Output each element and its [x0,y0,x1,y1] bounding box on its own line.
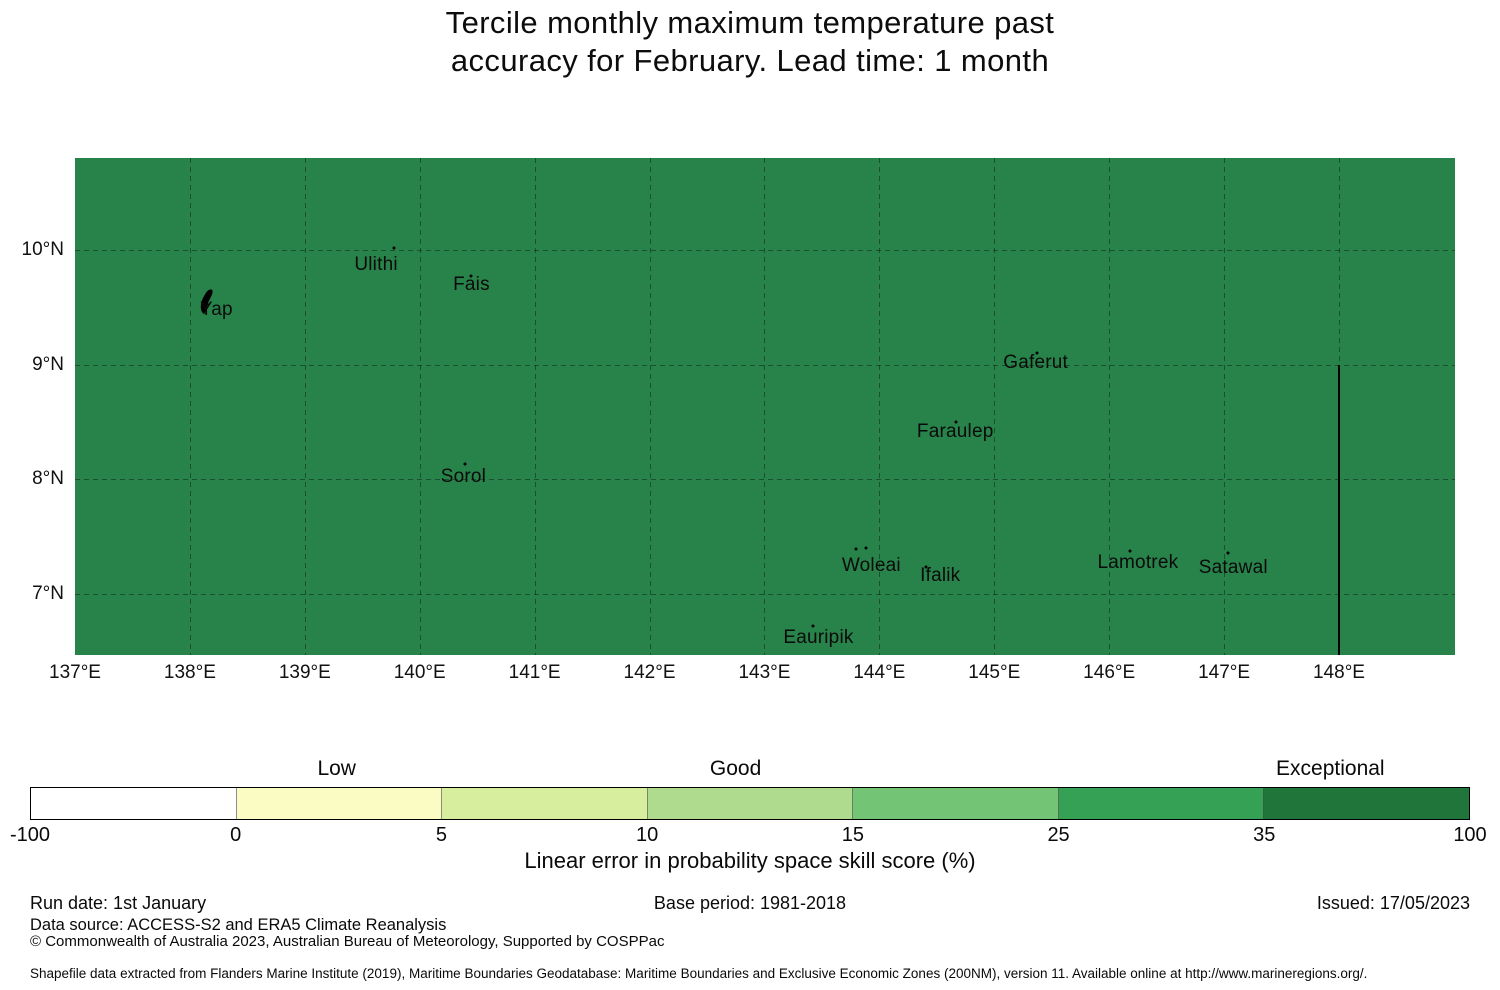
island-dot [1035,351,1039,355]
island-label: Gaferut [1003,352,1069,374]
island-dot [1128,549,1132,553]
x-tick-label: 148°E [1312,662,1365,683]
island-label: Yap [199,298,233,320]
colorbar-tick-label: 100 [1453,824,1487,846]
gridline-meridian [189,158,191,655]
colorbar-class-label: Good [709,757,762,780]
x-tick-label: 138°E [163,662,216,683]
copyright-text: © Commonwealth of Australia 2023, Austra… [30,933,665,950]
x-tick-label: 144°E [853,662,906,683]
figure-title-line1: Tercile monthly maximum temperature past [445,5,1055,40]
island-dot [1226,551,1230,555]
x-tick-label: 142°E [623,662,676,683]
gridline-parallel [75,250,1455,251]
gridline-meridian [304,158,306,655]
shapefile-note-text: Shapefile data extracted from Flanders M… [30,966,1368,981]
island-dot [463,462,467,466]
gridline-parallel [75,479,1455,480]
colorbar-segment [236,788,443,819]
island-dot [864,546,868,550]
colorbar-segment [1264,788,1470,819]
x-tick-label: 141°E [508,662,561,683]
gridline-parallel [75,364,1455,366]
colorbar-segment [647,788,854,819]
colorbar-tick-label: 0 [230,824,242,846]
gridline-meridian [649,158,651,655]
island-dot [854,547,858,551]
island-label: Faraulep [916,421,994,443]
y-tick-label: 8°N [32,468,64,489]
colorbar-class-label: Exceptional [1276,757,1385,780]
x-tick-label: 140°E [393,662,446,683]
island-dot [811,624,815,628]
island-dot [469,274,473,278]
data-source-text: Data source: ACCESS-S2 and ERA5 Climate … [30,916,447,934]
x-tick-label: 147°E [1198,662,1251,683]
run-date-text: Run date: 1st January [30,893,207,913]
gridline-meridian [1224,158,1226,655]
island-dot [924,565,928,569]
colorbar-segment [442,788,648,819]
gridline-parallel [75,593,1455,595]
colorbar-tick-label: 25 [1047,824,1070,846]
x-tick-label: 139°E [278,662,331,683]
colorbar-segment [1058,788,1265,819]
eez-boundary-line [1337,364,1340,655]
map-area: Yap Ulithi Fais Sorol Gaferut Faraulep Woleai I… [75,158,1455,655]
colorbar-tick-label: 35 [1253,824,1276,846]
gridline-meridian [534,158,536,655]
island-label: Ulithi [354,253,398,275]
colorbar-axis-label: Linear error in probability space skill … [524,848,976,873]
island-dot [392,246,396,250]
x-tick-label: 143°E [738,662,791,683]
gridline-meridian [994,158,996,655]
colorbar-tick-label: 10 [636,824,659,846]
gridline-meridian [764,158,766,655]
y-tick-label: 9°N [32,353,64,375]
colorbar-tick-label: 5 [435,824,447,846]
island-label: Sorol [440,465,487,487]
yap-island-icon [200,289,213,314]
gridline-meridian [1109,158,1111,655]
gridline-meridian [419,158,421,655]
x-tick-label: 137°E [49,662,101,683]
colorbar [30,787,1470,820]
island-label: Satawal [1198,557,1268,579]
base-period-text: Base period: 1981-2018 [653,893,847,913]
island-label: Fais [453,274,490,296]
x-tick-label: 145°E [968,662,1021,683]
colorbar-segment [31,788,237,819]
colorbar-class-label: Low [317,757,356,780]
x-tick-label: 146°E [1083,662,1136,683]
colorbar-tick-label: -100 [9,824,51,846]
island-dot [954,420,958,424]
gridline-meridian [879,158,881,655]
yap-island-shape [197,287,217,320]
issued-date-text: Issued: 17/05/2023 [1316,893,1470,913]
y-tick-label: 7°N [32,582,64,604]
island-label: Woleai [841,555,901,577]
island-label: Eauripik [783,627,854,649]
island-label: Ifalik [920,565,961,587]
figure-title-line2: accuracy for February. Lead time: 1 mont… [450,43,1050,78]
figure-title: Tercile monthly maximum temperature past… [0,4,1500,80]
island-label: Lamotrek [1097,551,1179,573]
colorbar-segment [853,788,1059,819]
y-tick-label: 10°N [21,239,64,260]
colorbar-tick-label: 15 [841,824,864,846]
